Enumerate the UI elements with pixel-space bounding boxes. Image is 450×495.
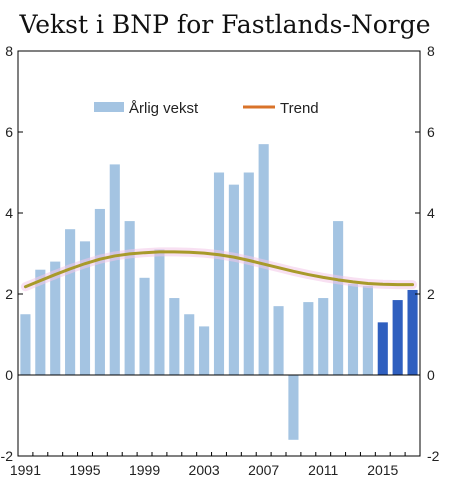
y-tick-label-left: -2 (1, 448, 14, 464)
bar-1993 (50, 261, 61, 375)
y-tick-label-left: 0 (5, 367, 13, 383)
bar-2011 (318, 298, 329, 375)
trend-line (23, 250, 415, 289)
bar-2010 (303, 302, 314, 375)
x-tick-label-2007: 2007 (248, 462, 279, 478)
legend-label-trend: Trend (280, 100, 319, 117)
bar-1998 (124, 221, 135, 375)
y-tick-label-right: 6 (427, 124, 435, 140)
x-tick-label-1999: 1999 (129, 462, 160, 478)
legend: Årlig vekst Trend (94, 100, 319, 117)
bar-1997 (109, 164, 120, 375)
bar-2003 (199, 326, 210, 375)
y-tick-label-left: 4 (5, 205, 13, 221)
bar-2002 (184, 314, 195, 375)
bar-2001 (169, 298, 180, 375)
x-tick-label-2003: 2003 (189, 462, 220, 478)
bar-2006 (243, 172, 254, 375)
legend-swatch-arlig-vekst (94, 102, 124, 112)
y-tick-label-left: 2 (5, 286, 13, 302)
bar-2000 (154, 249, 165, 375)
axes-layer: -2 -2 0 0 2 2 4 4 6 6 8 8 1991 1995 1999 2003 2007 2011 20… (1, 43, 440, 478)
bar-2008 (273, 306, 284, 375)
x-tick-label-2011: 2011 (308, 462, 338, 478)
bar-1995 (79, 241, 91, 375)
bar-2012 (333, 221, 344, 375)
y-tick-label-right: 0 (427, 367, 435, 383)
y-tick-label-right: 4 (427, 205, 435, 221)
y-tick-label-right: 2 (427, 286, 435, 302)
y-tick-label-left: 8 (5, 43, 13, 59)
chart-title: Vekst i BNP for Fastlands-Norge (19, 10, 431, 39)
legend-label-arlig-vekst: Årlig vekst (129, 100, 199, 117)
bar-2005 (228, 184, 239, 375)
y-tick-label-left: 6 (5, 124, 13, 140)
bar-2004 (213, 172, 225, 375)
bar-2017 (407, 289, 418, 375)
bar-1996 (94, 208, 105, 375)
y-tick-label-right: -2 (427, 448, 440, 464)
bar-1992 (35, 269, 46, 375)
trend-layer (20, 247, 418, 292)
plot-frame (17, 50, 421, 457)
x-tick-label-1991: 1991 (10, 462, 41, 478)
bar-2009 (288, 375, 299, 440)
bar-2013 (347, 283, 359, 376)
bar-1991 (20, 314, 31, 375)
x-tick-label-2015: 2015 (367, 462, 398, 478)
bar-1999 (139, 277, 150, 375)
bar-1994 (65, 229, 76, 375)
x-tick-label-1995: 1995 (69, 462, 100, 478)
bar-2015 (377, 322, 388, 375)
y-tick-label-right: 8 (427, 43, 435, 59)
bars-layer (20, 144, 418, 440)
bar-2016 (392, 300, 403, 375)
bar-2014 (362, 285, 373, 375)
